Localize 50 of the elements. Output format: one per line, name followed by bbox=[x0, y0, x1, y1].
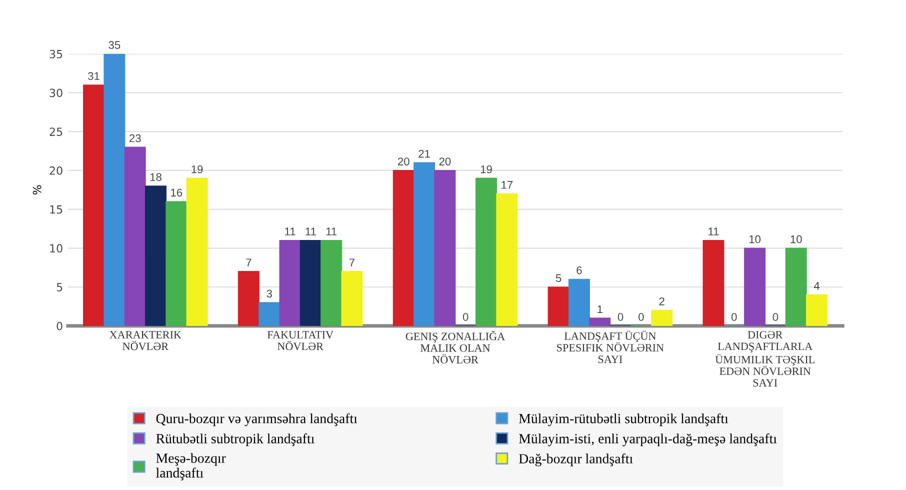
data-label: 7 bbox=[349, 258, 355, 266]
data-label: 20 bbox=[398, 158, 410, 166]
data-label: 2 bbox=[659, 297, 664, 306]
data-label: 0 bbox=[638, 313, 644, 321]
y-tick-label: 20 bbox=[50, 166, 62, 175]
data-label: 31 bbox=[88, 72, 100, 80]
data-label: 11 bbox=[326, 228, 337, 236]
legend-label: Quru-bozqır və yarımsəhra landşaftı bbox=[156, 413, 358, 426]
data-label: 20 bbox=[439, 158, 451, 166]
legend-label: Rütubətli subtropik landşaftı bbox=[156, 433, 314, 446]
y-tick-label: 25 bbox=[50, 128, 62, 136]
data-label: 3 bbox=[266, 290, 272, 298]
x-tick-label: DIGƏR LANDŞAFTLARLA ÜMUMILIK TƏŞKIL EDƏN NÖVLƏRIN SAYI bbox=[715, 331, 814, 387]
y-tick-label: 0 bbox=[56, 322, 62, 330]
legend-label: Mülayim-rütubətli subtropik landşaftı bbox=[518, 413, 728, 426]
data-label: 5 bbox=[556, 274, 562, 282]
x-tick-label: LANDŞAFT ÜÇÜN SPESIFIK NÖVLƏRIN SAYI bbox=[557, 330, 664, 364]
data-label: 16 bbox=[171, 188, 182, 197]
data-label: 11 bbox=[708, 228, 719, 236]
data-label: 35 bbox=[108, 41, 120, 49]
data-label: 4 bbox=[814, 282, 820, 290]
data-label: 0 bbox=[731, 313, 737, 321]
data-label: 0 bbox=[618, 313, 624, 321]
data-label: 23 bbox=[129, 134, 141, 142]
legend-label: Meşə-bozqır landşaftı bbox=[156, 453, 226, 480]
data-label: 1 bbox=[598, 305, 602, 313]
data-label: 10 bbox=[790, 235, 802, 244]
data-label: 0 bbox=[462, 313, 468, 321]
data-label: 6 bbox=[576, 266, 582, 274]
y-tick-label: 15 bbox=[50, 205, 62, 214]
data-label: 11 bbox=[285, 228, 296, 236]
data-label: 0 bbox=[772, 313, 778, 321]
x-tick-label: FAKULTATIV NÖVLƏR bbox=[267, 331, 334, 350]
x-tick-label: XARAKTERIK NÖVLƏR bbox=[110, 331, 182, 350]
data-label: 19 bbox=[192, 165, 203, 174]
y-axis-title: % bbox=[32, 185, 42, 195]
data-label: 18 bbox=[150, 173, 162, 182]
y-tick-label: 10 bbox=[50, 244, 62, 253]
data-label: 7 bbox=[246, 258, 252, 266]
y-tick-label: 30 bbox=[50, 88, 62, 98]
data-label: 11 bbox=[306, 228, 316, 236]
legend-label: Mülayim-isti, enli yarpaqlı-dağ-meşə landşaftı bbox=[518, 433, 777, 446]
data-label: 19 bbox=[480, 165, 492, 174]
data-label: 17 bbox=[502, 181, 513, 189]
x-tick-label: GENIŞ ZONALLIĞA MALIK OLAN NÖVLƏR bbox=[406, 330, 506, 364]
legend-label: Dağ-bozqır landşaftı bbox=[518, 454, 633, 466]
data-label: 21 bbox=[418, 150, 430, 158]
y-tick-label: 5 bbox=[56, 283, 62, 292]
y-tick-label: 35 bbox=[50, 50, 62, 58]
data-label: 10 bbox=[749, 235, 761, 244]
